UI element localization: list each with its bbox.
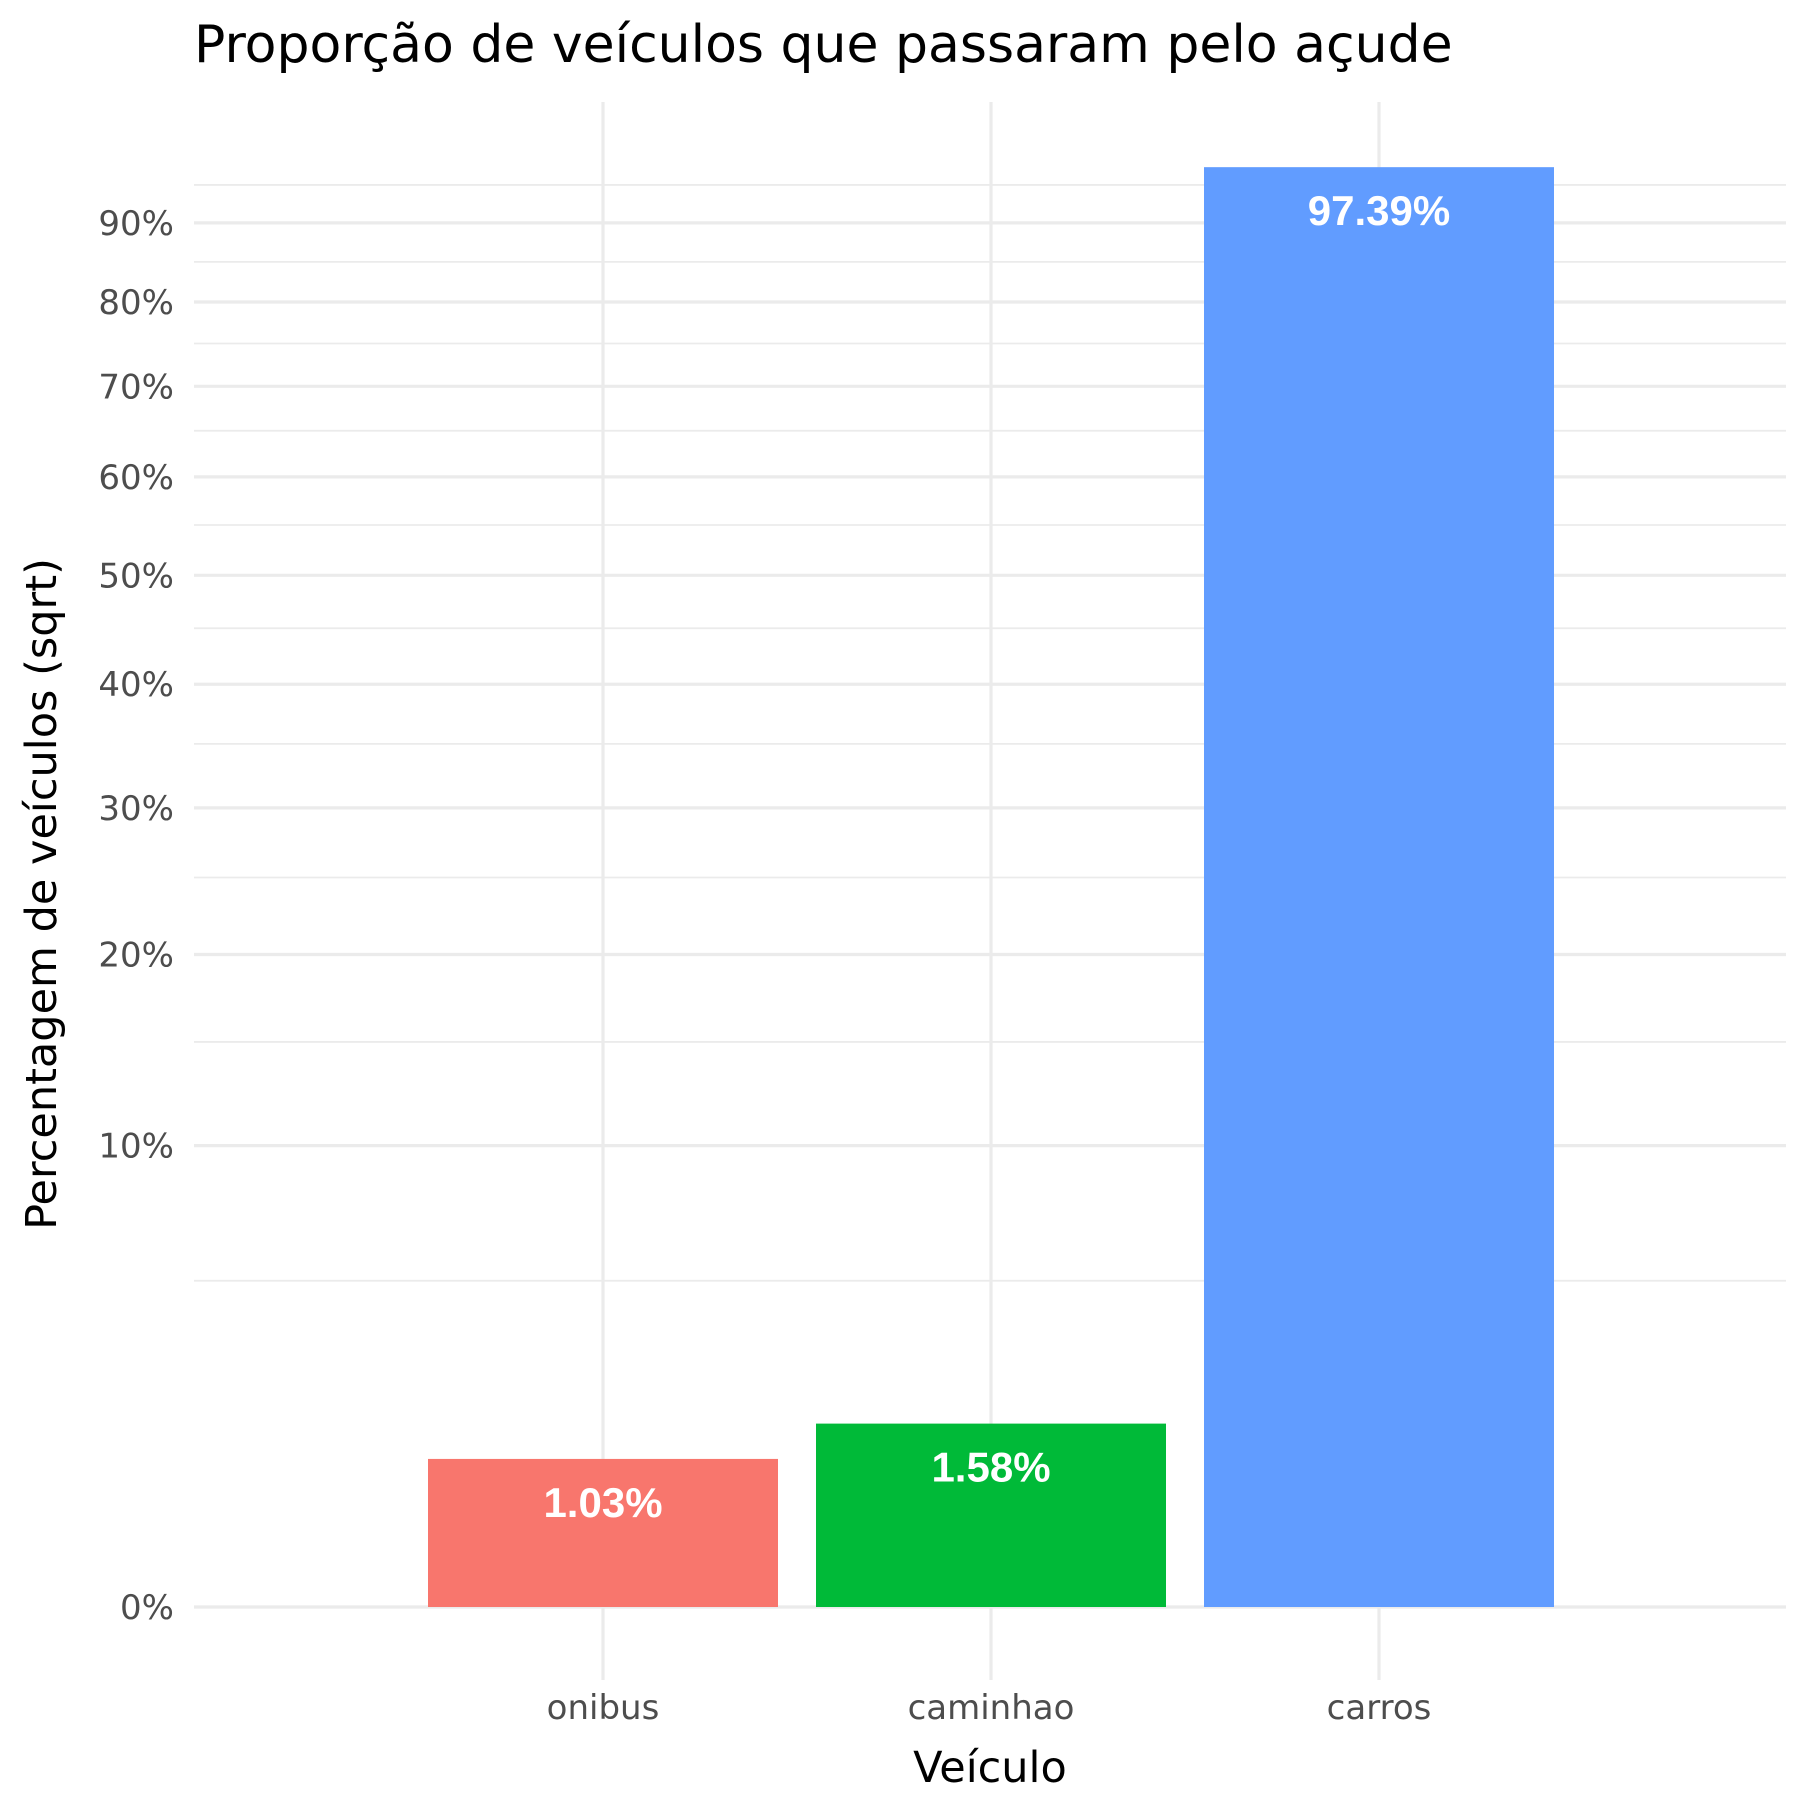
y-tick-label-6: 60%	[98, 458, 174, 498]
x-tick-label-onibus: onibus	[547, 1688, 660, 1728]
bar-onibus	[428, 1458, 778, 1607]
y-axis-title: Percentagem de veículos (sqrt)	[17, 558, 67, 1230]
y-tick-label-1: 10%	[98, 1127, 174, 1167]
y-tick-label-9: 90%	[98, 204, 174, 244]
bar-caminhao	[816, 1423, 1166, 1607]
x-tick-label-carros: carros	[1327, 1688, 1432, 1728]
x-axis-title: Veículo	[913, 1743, 1067, 1793]
y-tick-label-2: 20%	[98, 936, 174, 976]
y-tick-label-5: 50%	[98, 556, 174, 596]
bar-label-carros: 97.39%	[1308, 187, 1450, 234]
x-axis-ticks: onibus caminhao carros	[547, 1688, 1432, 1728]
y-tick-label-0: 0%	[120, 1588, 174, 1628]
bar-label-onibus: 1.03%	[543, 1479, 662, 1526]
bar-labels: 1.03% 1.58% 97.39%	[543, 187, 1450, 1526]
x-tick-label-caminhao: caminhao	[908, 1688, 1075, 1728]
bars	[428, 167, 1554, 1608]
y-tick-label-8: 80%	[98, 283, 174, 323]
y-tick-label-7: 70%	[98, 367, 174, 407]
y-tick-label-4: 40%	[98, 665, 174, 705]
bar-carros	[1204, 167, 1554, 1608]
chart-title: Proporção de veículos que passaram pelo …	[194, 15, 1453, 75]
bar-label-caminhao: 1.58%	[931, 1444, 1050, 1491]
y-tick-label-3: 30%	[98, 789, 174, 829]
y-axis-ticks: 0% 10% 20% 30% 40% 50% 60% 70% 80% 90%	[98, 204, 174, 1628]
